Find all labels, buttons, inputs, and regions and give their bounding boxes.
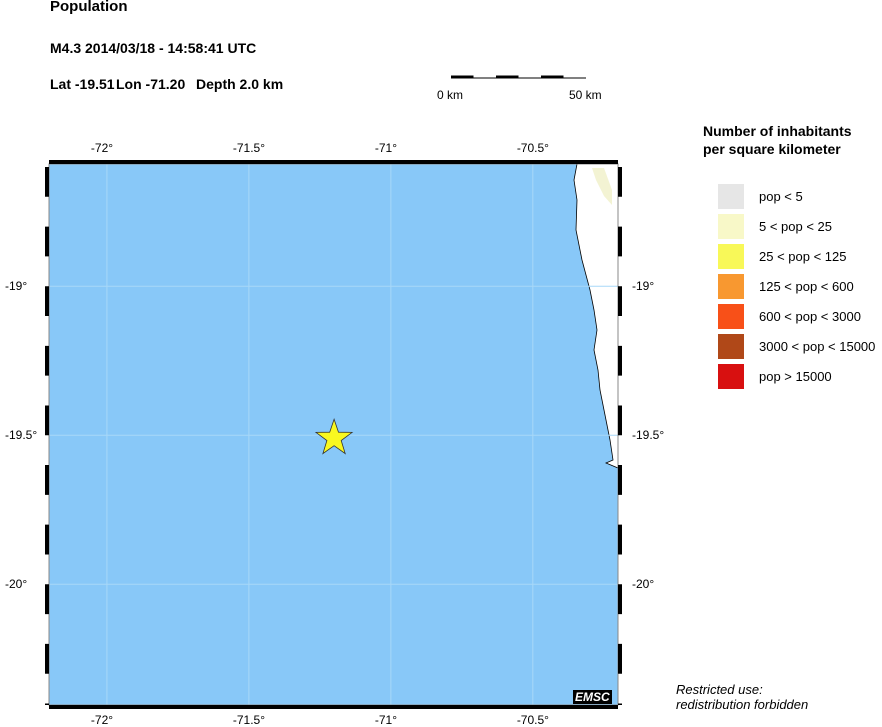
scale-bar-right-label: 50 km (569, 88, 602, 102)
lat-tick-label-left: -19.5° (5, 428, 38, 443)
lon-tick-label-top: -72° (90, 141, 114, 155)
event-lon: Lon -71.20 (116, 76, 186, 92)
lon-tick-label-bottom: -72° (90, 713, 114, 727)
legend-title-1: Number of inhabitants (703, 123, 852, 139)
legend-label: 25 < pop < 125 (759, 249, 847, 264)
event-lat: Lat -19.51 (50, 76, 115, 92)
restriction-line-1: Restricted use: (676, 682, 763, 697)
lat-tick-label-right: -19.5° (632, 428, 665, 443)
event-depth: Depth 2.0 km (196, 76, 284, 92)
epicenter-star-icon (314, 417, 354, 455)
lat-tick-label-right: -19° (632, 279, 655, 294)
legend-label: 5 < pop < 25 (759, 219, 833, 234)
populated-area (592, 168, 612, 205)
legend-label: pop > 15000 (759, 369, 832, 384)
legend-label: 600 < pop < 3000 (759, 309, 861, 324)
legend-swatch (718, 184, 744, 209)
restriction-line-2: redistribution forbidden (676, 697, 809, 712)
lat-tick-label-left: -19° (5, 279, 28, 294)
lon-tick-label-bottom: -71° (374, 713, 397, 727)
lon-tick-label-top: -71.5° (232, 141, 266, 155)
lon-tick-label-bottom: -71.5° (232, 713, 266, 727)
event-info: M4.3 2014/03/18 - 14:58:41 UTC (50, 40, 257, 56)
lat-tick-label-right: -20° (632, 577, 655, 592)
lon-tick-label-top: -71° (374, 141, 397, 155)
legend-swatch (718, 274, 744, 299)
emsc-logo: EMSC (573, 690, 612, 704)
scale-bar-left-label: 0 km (437, 88, 464, 102)
legend-swatch (718, 364, 744, 389)
legend-label: pop < 5 (759, 189, 803, 204)
legend-title-2: per square kilometer (703, 141, 841, 157)
legend-swatch (718, 214, 744, 239)
legend-label: 125 < pop < 600 (759, 279, 854, 294)
legend-swatch (718, 244, 744, 269)
page-title: Population (50, 0, 128, 15)
land-coastline (573, 163, 619, 469)
lat-tick-label-left: -20° (5, 577, 28, 592)
scale-bar (451, 75, 586, 79)
lon-tick-label-bottom: -70.5° (516, 713, 549, 727)
legend-swatch (718, 304, 744, 329)
lon-tick-label-top: -70.5° (516, 141, 549, 155)
legend-swatch (718, 334, 744, 359)
legend-label: 3000 < pop < 15000 (759, 339, 876, 354)
